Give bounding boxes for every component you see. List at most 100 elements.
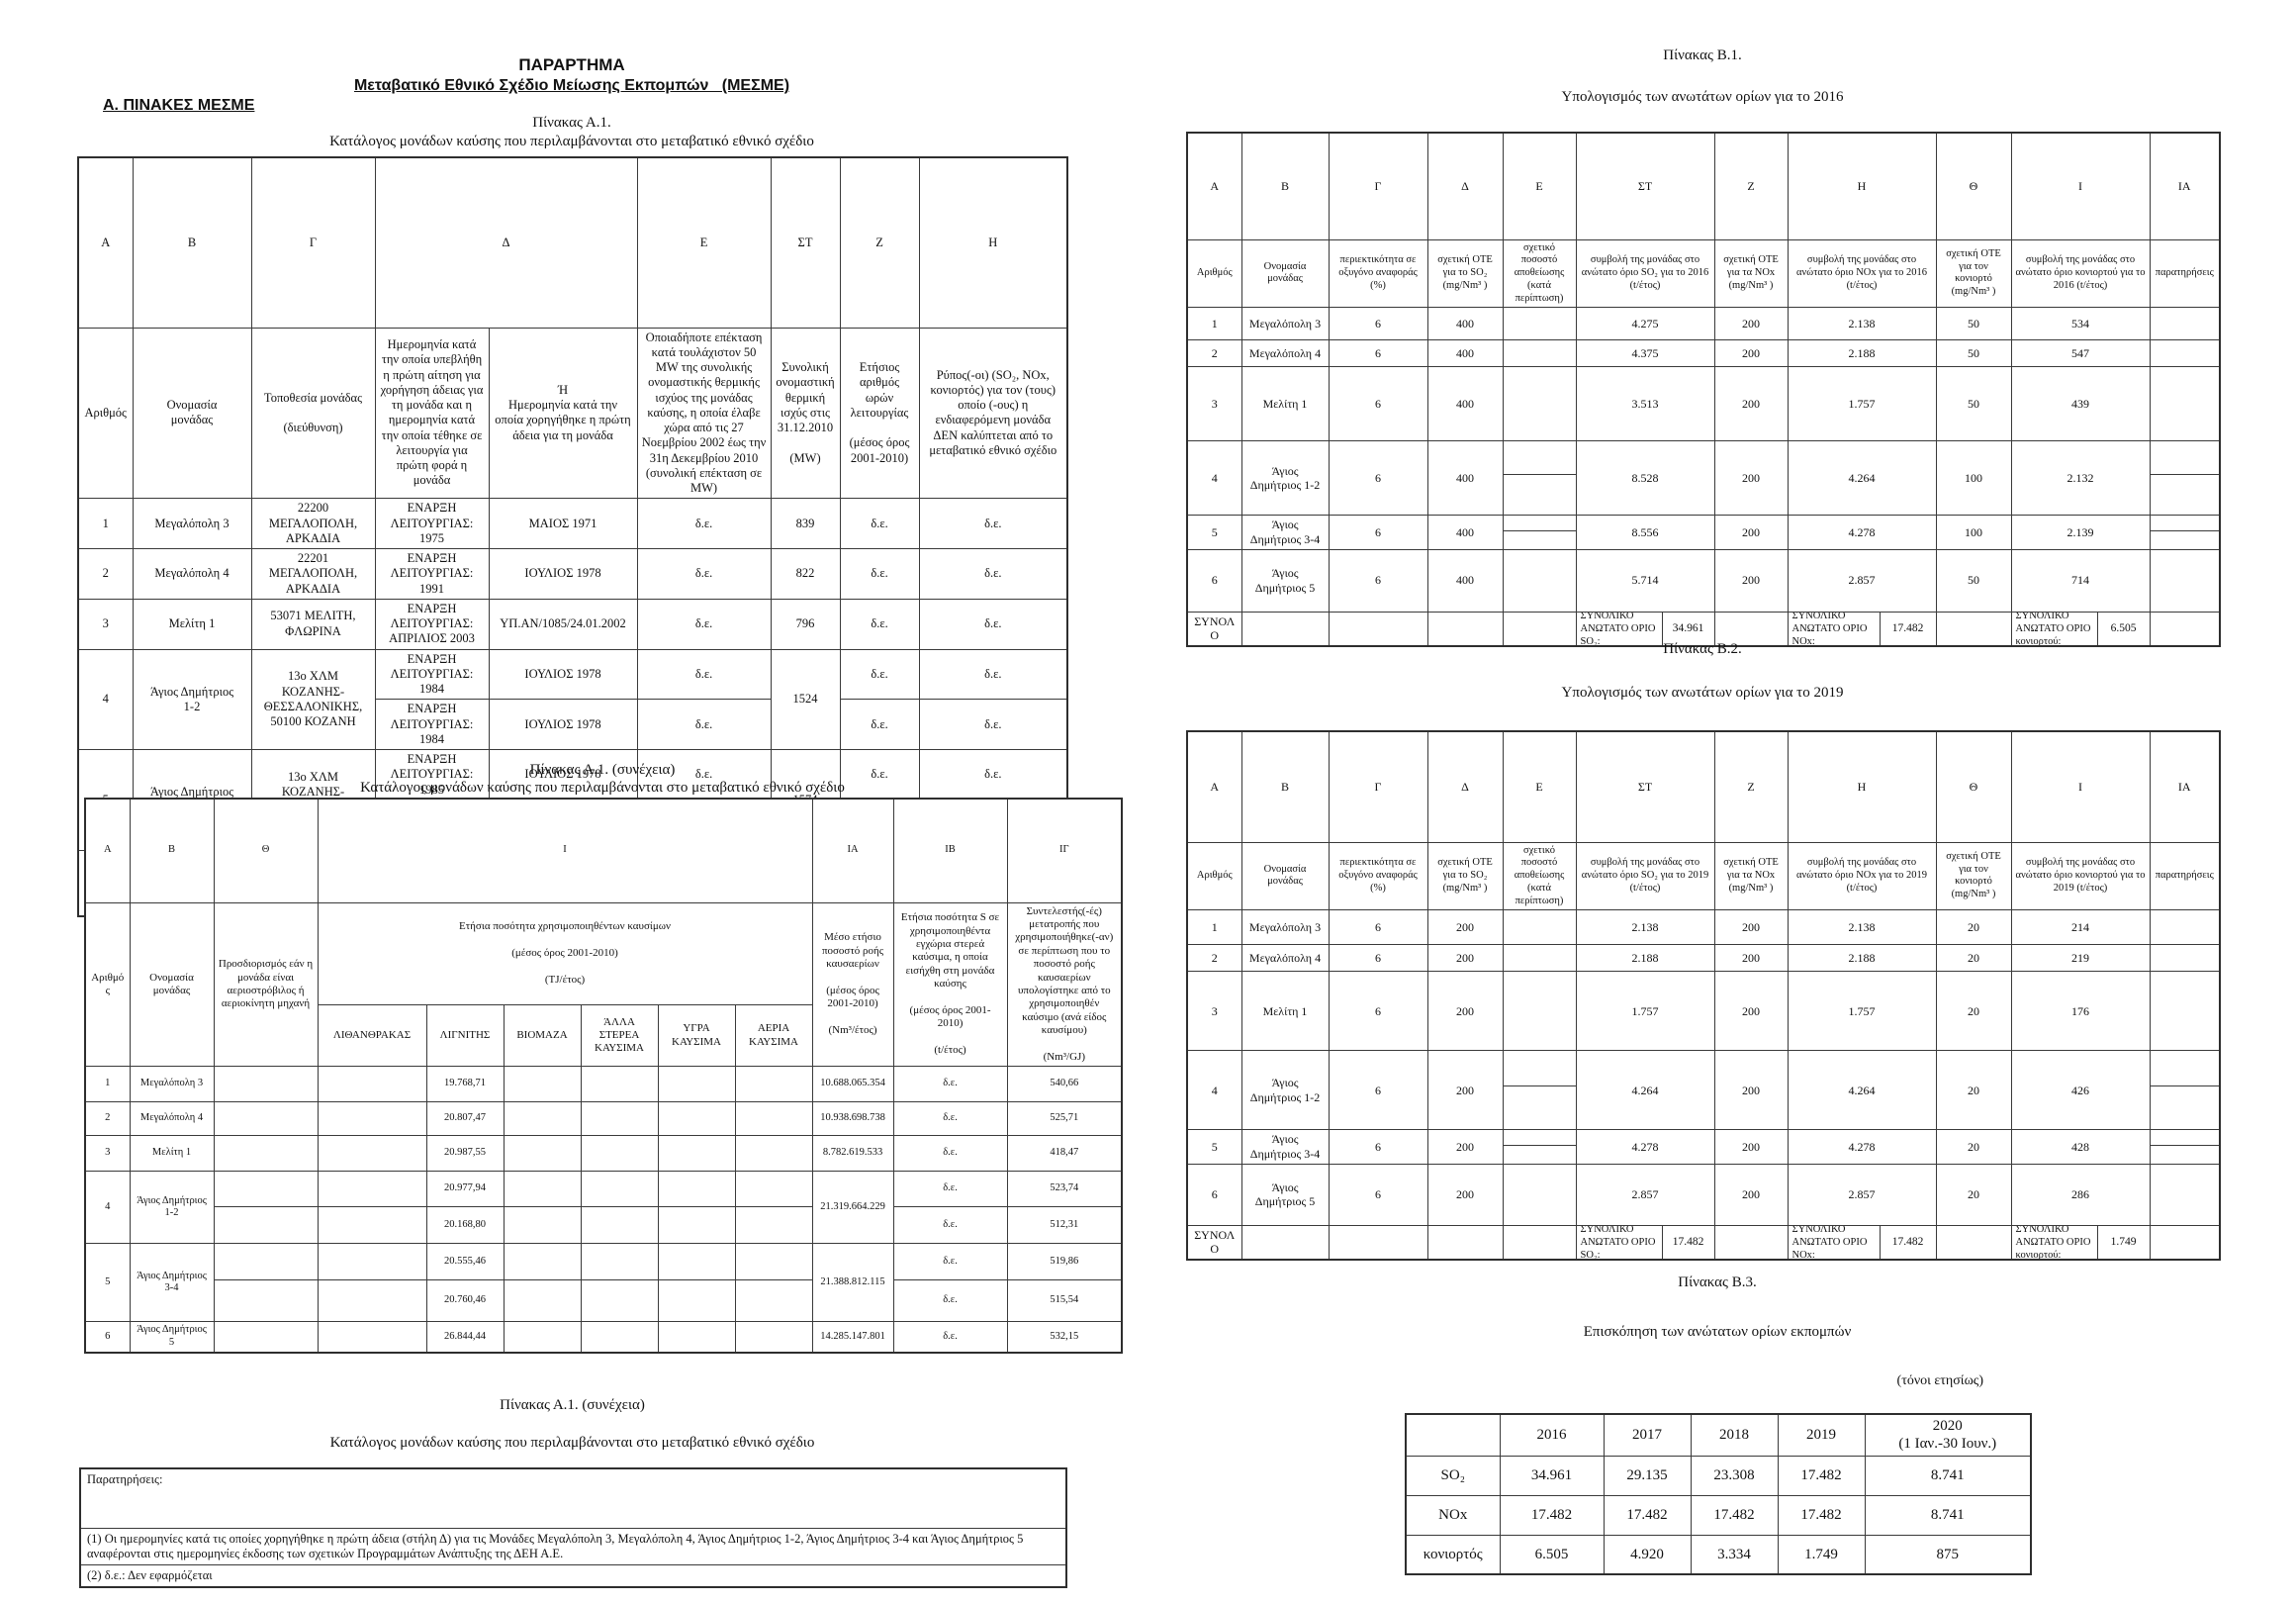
table-b3-unit-label: (τόνοι ετησίως) xyxy=(1896,1373,1983,1388)
table-cell: Άγιος Δημήτριος 1-2 xyxy=(1240,1050,1330,1131)
table-cell: Γ xyxy=(1328,132,1428,240)
table-cell: 8.741 xyxy=(1864,1455,2032,1496)
table-cell: 400 xyxy=(1426,339,1504,368)
table-cell xyxy=(213,1171,319,1208)
table-cell: 3 xyxy=(77,598,134,650)
table-cell: 428 xyxy=(2010,1129,2151,1165)
table-cell: 400 xyxy=(1426,307,1504,341)
table-cell: δ.ε. xyxy=(892,1066,1008,1103)
table-cell: 796 xyxy=(770,598,841,650)
table-cell xyxy=(2149,339,2221,368)
table-cell: 17.482 xyxy=(1777,1455,1866,1496)
table-cell: συμβολή της μονάδας στο ανώτατο όριο SO₂… xyxy=(1575,841,1715,911)
table-cell: 200 xyxy=(1426,1050,1504,1131)
table-cell: 4.275 xyxy=(1575,307,1715,341)
table-cell: ΕΝΑΡΞΗ ΛΕΙΤΟΥΡΓΙΑΣ: 1991 xyxy=(374,548,490,600)
table-cell: 2.132 xyxy=(2010,440,2151,517)
table-cell: 10.938.698.738 xyxy=(811,1101,894,1137)
table-cell xyxy=(1502,909,1577,946)
table-cell: 200 xyxy=(1713,307,1789,341)
table-cell: 6 xyxy=(1328,971,1428,1052)
table-b3-title: Πίνακας Β.3. xyxy=(1678,1274,1757,1290)
table-cell: κονιορτός xyxy=(1405,1534,1501,1575)
table-cell: 1524 xyxy=(770,648,841,750)
table-cell: δ.ε. xyxy=(636,548,772,600)
table-cell: Μελίτη 1 xyxy=(129,1135,215,1173)
table-cell: 6 xyxy=(84,1321,131,1354)
table-cell: Άγιος Δημήτριος 3-4 xyxy=(1240,1129,1330,1165)
table-cell: 34.961 xyxy=(1499,1455,1605,1496)
table-cell xyxy=(317,1101,427,1137)
table-cell: Ονομασία μονάδας xyxy=(1240,841,1330,911)
table-cell xyxy=(1502,1163,1577,1226)
table-cell: 50 xyxy=(1935,366,2012,442)
table-b3-subtitle: Επισκόπηση των ανώτατων ορίων εκπομπών xyxy=(1583,1324,1852,1340)
table-cell: 219 xyxy=(2010,944,2151,973)
table-cell: Γ xyxy=(250,156,376,329)
table-row: ΣΥΝΟΛΟ ΣΥΝΟΛΙΚΟ ΑΝΩΤΑΤΟ ΟΡΙΟ SO₂: 17.482 ΣΥ… xyxy=(1186,1224,2221,1261)
table-row: 5 Άγιος Δημήτριος 3-4 20.555,46 21.388.812.… xyxy=(84,1243,1123,1323)
table-cell: 2 xyxy=(1186,944,1242,973)
table-cell: 2.857 xyxy=(1575,1163,1715,1226)
table-row: 20.760,46 δ.ε. 515,54 xyxy=(85,1279,1123,1323)
total-label: ΣΥΝΟΛΙΚΟ ΑΝΩΤΑΤΟ ΟΡΙΟ SO₂: xyxy=(1577,1226,1663,1259)
table-row: 4 Άγιος Δημήτριος 1-2 6 400 8.528 200 4.264 100… xyxy=(1186,440,2221,517)
table-cell xyxy=(1426,1224,1504,1261)
table-cell: 3.334 xyxy=(1690,1534,1779,1575)
table-cell: 17.482 xyxy=(1690,1494,1779,1536)
table-cell: 3 xyxy=(1186,366,1242,442)
cell-divider xyxy=(1504,474,1575,476)
table-cell: 13ο ΧΛΜ ΚΟΖΑΝΗΣ- ΘΕΣΣΑΛΟΝΙΚΗΣ, 50100 ΚΟΖ… xyxy=(250,648,376,750)
total-nox-cell: ΣΥΝΟΛΙΚΟ ΑΝΩΤΑΤΟ ΟΡΙΟ NOx: 17.482 xyxy=(1787,1224,1937,1261)
table-cell xyxy=(657,1206,736,1245)
table-cell xyxy=(1502,515,1577,550)
table-cell: 50 xyxy=(1935,339,2012,368)
table-cell xyxy=(317,1171,427,1208)
table-cell: δ.ε. xyxy=(892,1171,1008,1208)
table-cell xyxy=(1502,339,1577,368)
table-row: 3 Μελίτη 1 6 200 1.757 200 1.757 20 176 xyxy=(1186,971,2221,1052)
table-cell xyxy=(213,1279,319,1323)
table-cell xyxy=(734,1135,813,1173)
table-cell: 525,71 xyxy=(1006,1101,1123,1137)
table-b1-subtitle: Υπολογισμός των ανωτάτων ορίων για το 20… xyxy=(1561,89,1844,105)
table-row: Α Β Γ Δ Ε ΣΤ Ζ Η Θ Ι ΙΑ xyxy=(1186,132,2221,240)
table-cell: 6 xyxy=(1328,1163,1428,1226)
cell-divider xyxy=(2151,474,2219,476)
table-cell: δ.ε. xyxy=(839,598,920,650)
table-cell: 14.285.147.801 xyxy=(811,1321,894,1354)
table-cell: 515,54 xyxy=(1006,1279,1123,1323)
table-cell: ΆΛΛΑ ΣΤΕΡΕΑ ΚΑΥΣΙΜΑ xyxy=(580,1003,659,1068)
table-cell: 1 xyxy=(1186,909,1242,946)
table-cell xyxy=(1328,611,1428,647)
table-cell: ΕΝΑΡΞΗ ΛΕΙΤΟΥΡΓΙΑΣ: ΑΠΡΙΛΙΟΣ 2003 xyxy=(374,598,490,650)
cell-divider xyxy=(2151,1085,2219,1087)
table-cell: Α xyxy=(1186,132,1242,240)
table-cell: 20.168,80 xyxy=(425,1206,505,1245)
table-cell: ΣΤ xyxy=(1575,132,1715,240)
table-cell: 200 xyxy=(1713,515,1789,550)
table-cell: Μεγαλόπολη 3 xyxy=(1240,909,1330,946)
table-row: 6 Άγιος Δημήτριος 5 6 200 2.857 200 2.857 20 286 xyxy=(1186,1163,2221,1226)
table-cell: 714 xyxy=(2010,548,2151,613)
table-cell: 875 xyxy=(1864,1534,2032,1575)
table-cell: Ετήσια ποσότητα χρησιμοποιηθέντων καυσίμ… xyxy=(317,901,813,1005)
table-cell: 200 xyxy=(1426,1163,1504,1226)
table-cell: 4.375 xyxy=(1575,339,1715,368)
table-cell xyxy=(580,1101,659,1137)
table-cell xyxy=(734,1279,813,1323)
table-cell: δ.ε. xyxy=(918,498,1068,549)
table-cell: συμβολή της μονάδας στο ανώτατο όριο κον… xyxy=(2010,238,2151,309)
table-cell: Άγιος Δημήτριος 1-2 xyxy=(129,1171,215,1245)
table-cell: Α xyxy=(1186,730,1242,843)
table-cell xyxy=(503,1135,582,1173)
table-cell: 418,47 xyxy=(1006,1135,1123,1173)
cell-divider xyxy=(2151,530,2219,532)
table-cell xyxy=(2149,1050,2221,1131)
table-cell xyxy=(2149,307,2221,341)
table-cell: ΥΓΡΑ ΚΑΥΣΙΜΑ xyxy=(657,1003,736,1068)
table-cell xyxy=(657,1243,736,1281)
table-cell: 6.505 xyxy=(1499,1534,1605,1575)
table-cell: 1 xyxy=(84,1066,131,1103)
table-cell: 400 xyxy=(1426,440,1504,517)
